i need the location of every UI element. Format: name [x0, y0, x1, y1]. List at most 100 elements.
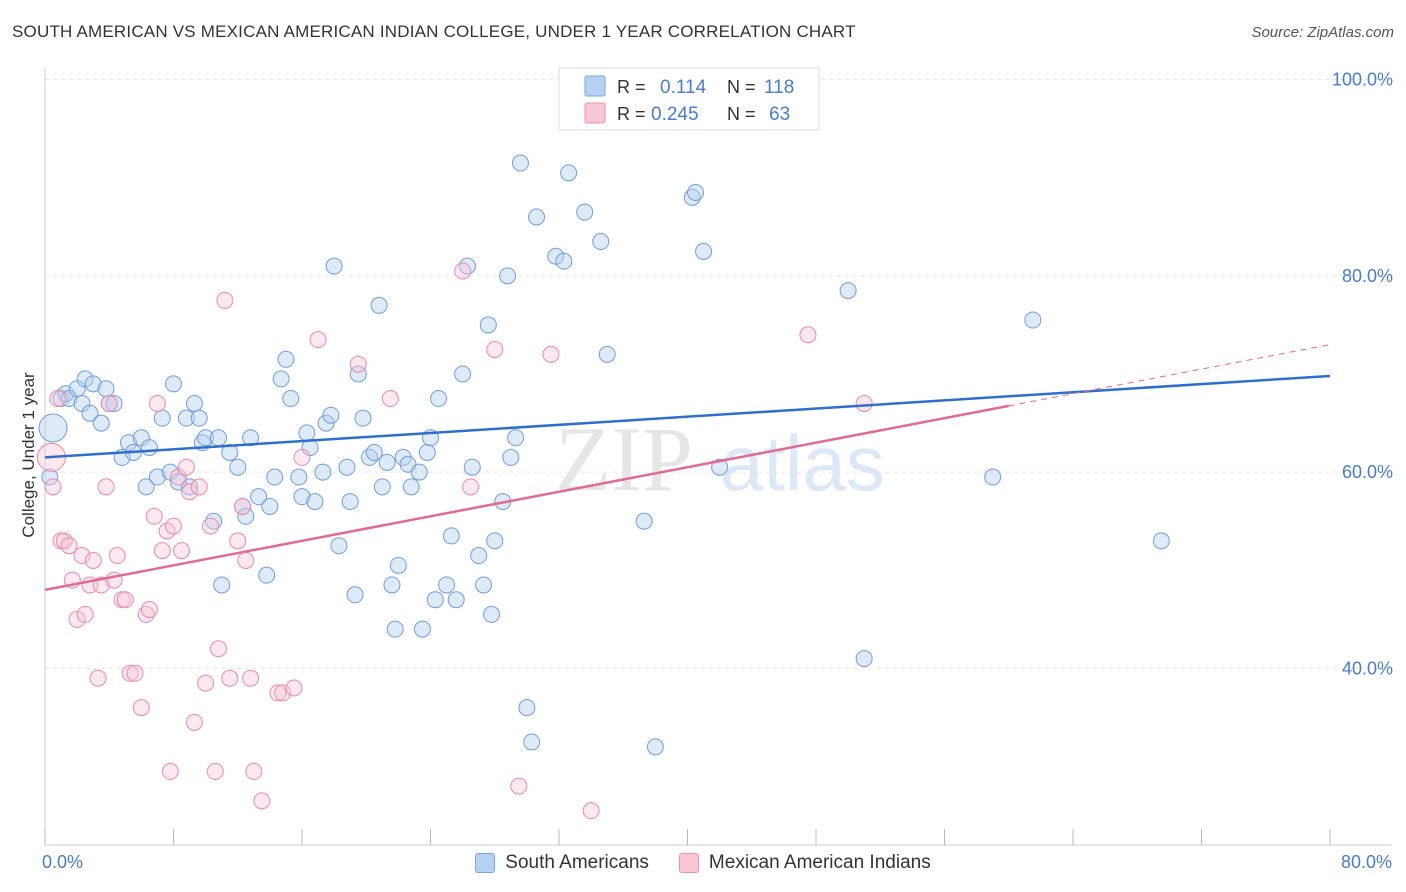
point-mexican-american-indians-58	[486, 340, 504, 358]
point-south-americans-24	[169, 473, 187, 491]
point-south-americans-111	[984, 468, 1002, 486]
y-tick-labels: 40.0% 60.0% 80.0% 100.0%	[1332, 70, 1393, 679]
legend-r-value-2: 0.245	[651, 104, 699, 125]
point-south-americans-79	[442, 527, 460, 545]
point-south-americans-48	[298, 424, 316, 442]
point-south-americans-62	[365, 444, 383, 461]
point-mexican-american-indians-62	[799, 326, 817, 344]
data-points	[36, 154, 1170, 820]
point-mexican-american-indians-25	[145, 507, 163, 525]
point-south-americans-42	[266, 468, 284, 486]
point-south-americans-87	[483, 605, 501, 623]
point-south-americans-56	[338, 458, 356, 476]
y-tick-label-1: 60.0%	[1342, 462, 1393, 482]
point-mexican-american-indians-57	[462, 478, 480, 496]
axes	[44, 68, 1392, 846]
point-south-americans-43	[272, 370, 290, 388]
point-south-americans-60	[354, 409, 372, 427]
point-south-americans-35	[229, 458, 247, 476]
point-mexican-american-indians-8	[73, 547, 91, 565]
point-south-americans-20	[148, 468, 166, 486]
legend-r-value-1: 0.114	[660, 77, 707, 98]
point-south-americans-3	[57, 385, 75, 403]
point-mexican-american-indians-1	[44, 478, 62, 496]
point-south-americans-57	[341, 493, 359, 511]
point-south-americans-98	[555, 252, 573, 270]
point-south-americans-83	[463, 458, 481, 476]
y-tick-label-3: 100.0%	[1332, 70, 1393, 90]
point-south-americans-10	[92, 414, 110, 432]
point-south-americans-51	[314, 463, 332, 481]
point-mexican-american-indians-2	[49, 390, 67, 408]
point-south-americans-0	[41, 468, 59, 486]
point-south-americans-105	[683, 188, 701, 206]
point-south-americans-77	[430, 390, 448, 408]
point-mexican-american-indians-20	[121, 664, 139, 682]
point-south-americans-32	[209, 429, 227, 447]
x-axis-min-label: 0.0%	[42, 852, 84, 872]
point-south-americans-28	[190, 409, 208, 427]
point-south-americans-11	[97, 380, 115, 398]
point-south-americans-93	[511, 154, 529, 172]
point-mexican-american-indians-38	[201, 517, 219, 535]
point-mexican-american-indians-63	[855, 394, 873, 412]
point-south-americans-91	[502, 448, 520, 466]
point-mexican-american-indians-50	[274, 684, 292, 702]
legend-n-label-2: N =	[727, 104, 756, 124]
point-south-americans-68	[389, 556, 407, 574]
point-south-americans-96	[528, 208, 546, 226]
point-south-americans-67	[386, 620, 404, 638]
point-south-americans-63	[370, 296, 388, 314]
point-south-americans-76	[426, 591, 444, 609]
legend-item-mexican-american-indians: Mexican American Indians	[678, 852, 931, 874]
point-mexican-american-indians-24	[140, 601, 158, 618]
point-mexican-american-indians-33	[177, 458, 195, 476]
point-mexican-american-indians-61	[582, 802, 600, 820]
point-south-americans-27	[185, 394, 203, 412]
point-south-americans-71	[402, 478, 420, 496]
point-south-americans-78	[438, 576, 456, 594]
point-south-americans-31	[205, 512, 223, 530]
point-south-americans-90	[499, 267, 517, 285]
point-mexican-american-indians-4	[55, 532, 73, 550]
point-mexican-american-indians-40	[209, 640, 227, 658]
point-south-americans-81	[454, 365, 472, 383]
point-south-americans-25	[177, 409, 195, 427]
point-mexican-american-indians-46	[242, 669, 260, 687]
point-south-americans-41	[261, 497, 279, 515]
point-south-americans-103	[635, 512, 653, 530]
point-south-americans-88	[486, 532, 504, 550]
point-south-americans-92	[507, 429, 525, 447]
point-south-americans-64	[373, 478, 391, 496]
source-credit: Source: ZipAtlas.com	[1251, 24, 1394, 41]
point-mexican-american-indians-43	[229, 532, 247, 550]
watermark-atlas: atlas	[720, 419, 885, 507]
point-south-americans-80	[447, 591, 465, 609]
point-south-americans-73	[413, 620, 431, 638]
x-axis-max-label: 80.0%	[1340, 852, 1392, 872]
point-south-americans-104	[646, 738, 664, 756]
trend-line-1	[44, 404, 1009, 592]
point-south-americans-38	[242, 429, 260, 447]
y-axis-label: College, Under 1 year	[19, 372, 38, 538]
point-mexican-american-indians-29	[161, 762, 179, 780]
point-south-americans-84	[470, 547, 488, 565]
point-south-americans-102	[598, 345, 616, 363]
point-south-americans-18	[137, 478, 155, 496]
point-mexican-american-indians-14	[97, 478, 115, 496]
point-mexican-american-indians-21	[126, 664, 144, 682]
chart-title: SOUTH AMERICAN VS MEXICAN AMERICAN INDIA…	[12, 22, 856, 41]
point-south-americans-54	[325, 257, 343, 275]
point-mexican-american-indians-27	[153, 542, 171, 560]
legend-n-value-1: 118	[764, 77, 794, 98]
point-mexican-american-indians-12	[89, 669, 107, 687]
point-south-americans-59	[349, 365, 367, 383]
point-mexican-american-indians-59	[510, 777, 528, 795]
point-mexican-american-indians-52	[293, 448, 311, 466]
point-south-americans-7	[76, 370, 94, 388]
point-south-americans-23	[165, 375, 182, 393]
point-south-americans-33	[213, 576, 231, 594]
legend-swatch-mexican-american-indians	[678, 853, 699, 873]
point-mexican-american-indians-17	[108, 547, 126, 565]
point-south-americans-30	[197, 429, 215, 447]
